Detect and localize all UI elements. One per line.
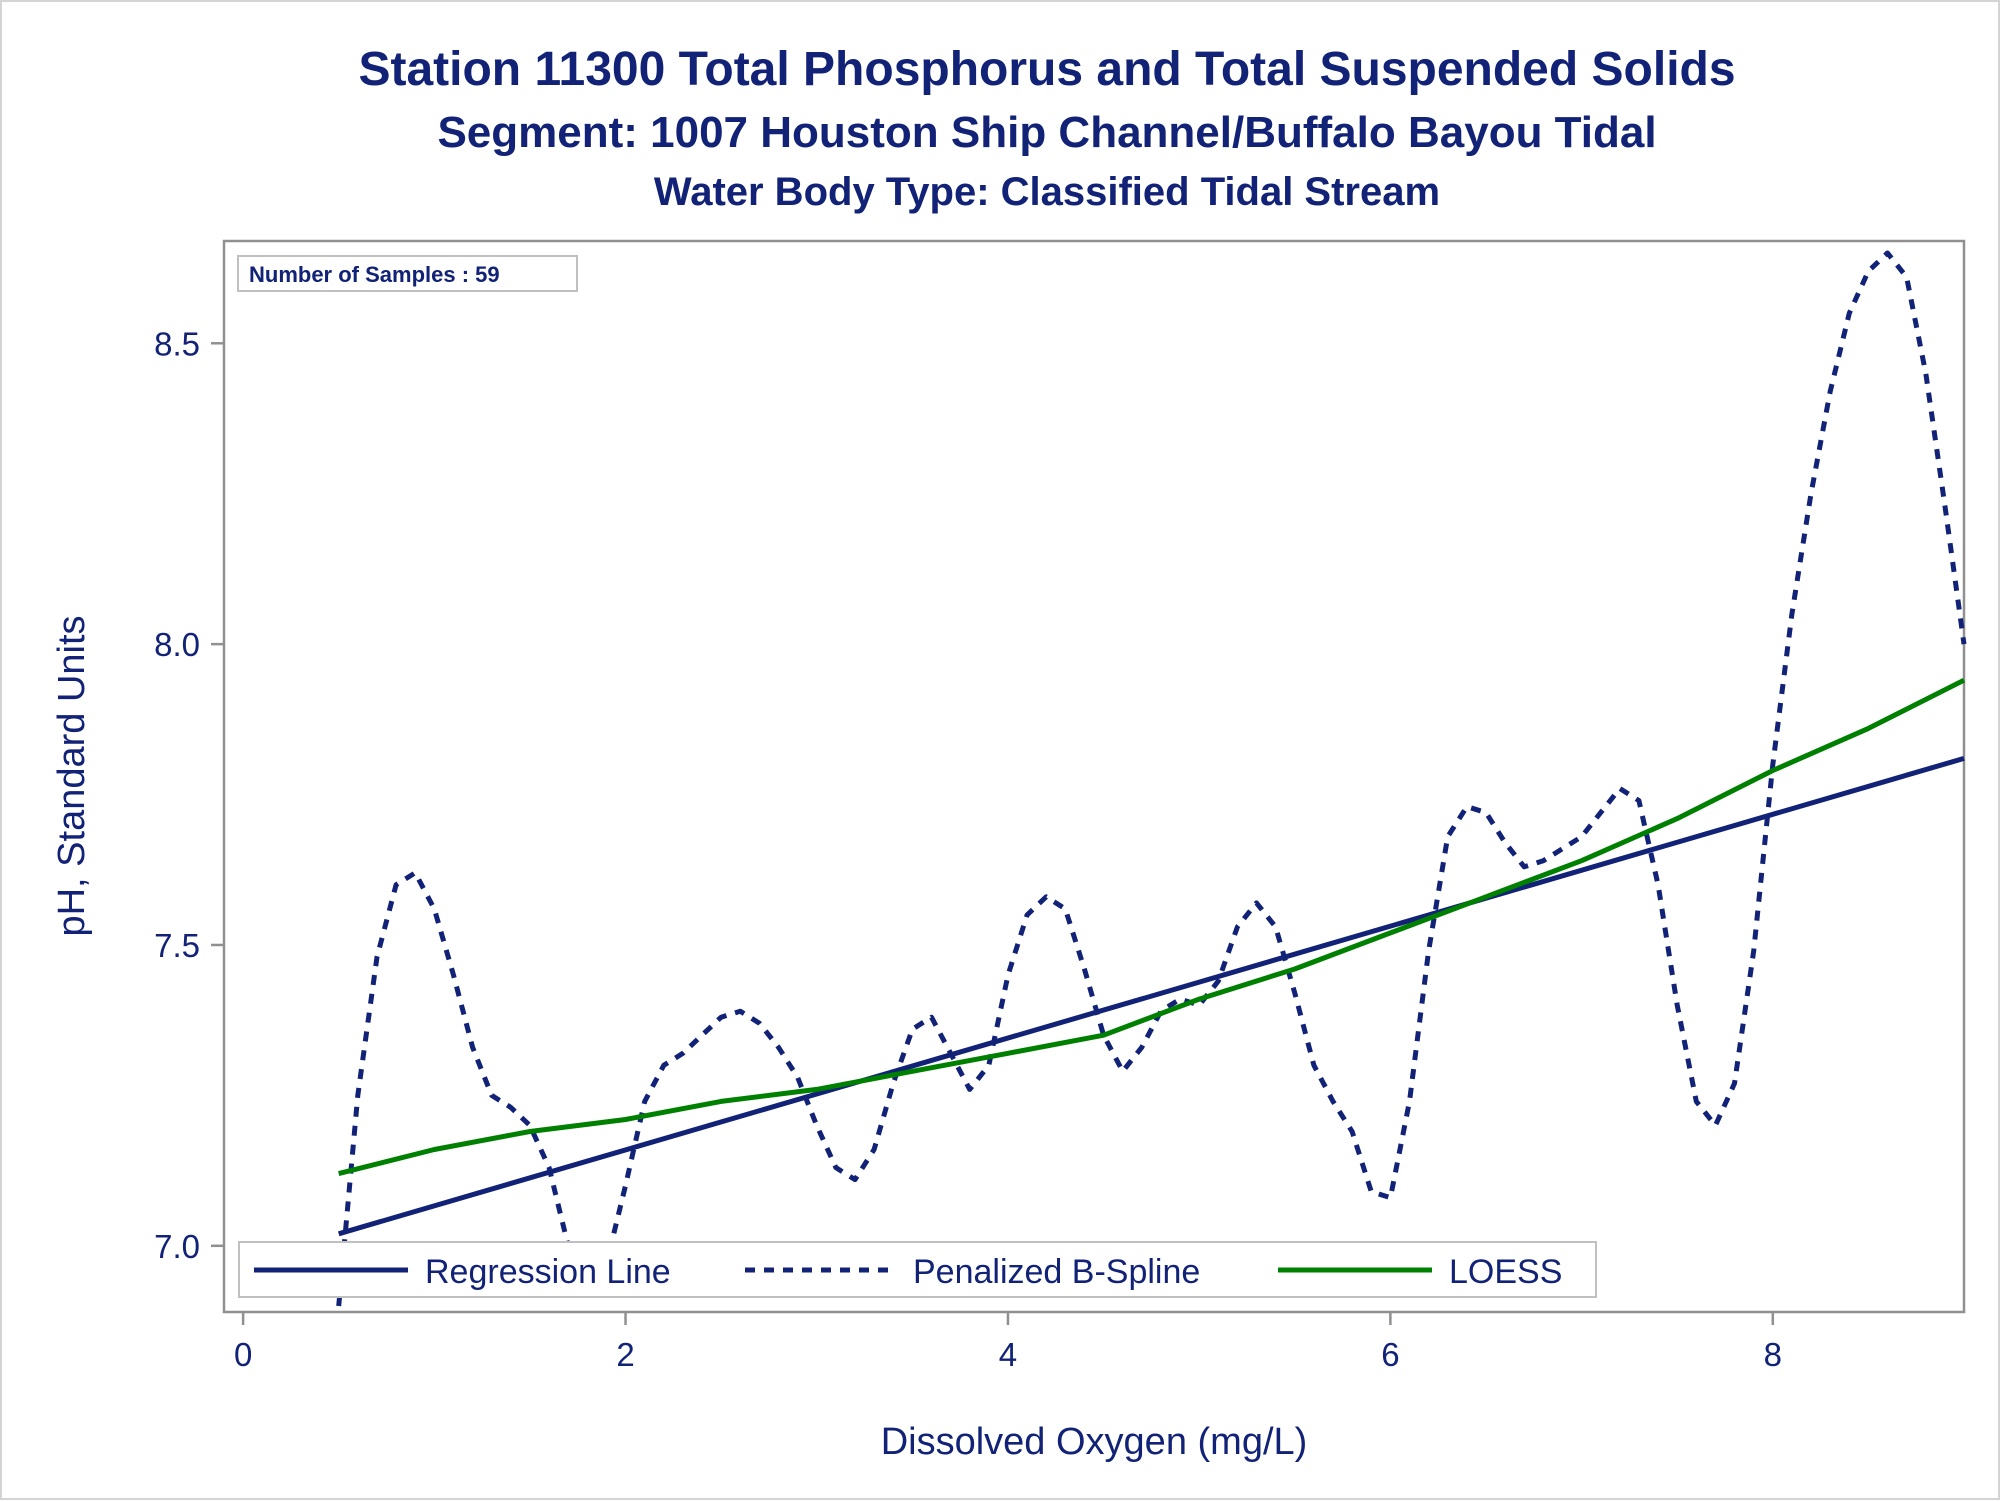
chart-subtitle: Segment: 1007 Houston Ship Channel/Buffa… [437,108,1657,157]
x-tick-label: 4 [999,1336,1017,1373]
legend-label-loess: LOESS [1449,1253,1562,1291]
sample-count-label: Number of Samples : 59 [249,262,500,287]
series-layer [336,250,1967,1307]
y-tick-label: 8.5 [154,325,200,362]
legend-label-spline: Penalized B-Spline [913,1253,1200,1291]
y-tick-label: 7.0 [154,1228,200,1265]
y-axis-label: pH, Standard Units [51,615,93,936]
x-axis-label: Dissolved Oxygen (mg/L) [881,1421,1308,1463]
chart-subtitle-2: Water Body Type: Classified Tidal Stream [653,170,1441,214]
legend-label-regression: Regression Line [425,1253,671,1291]
penalized-bspline-curve [336,250,1967,1307]
chart-title: Station 11300 Total Phosphorus and Total… [358,43,1736,96]
regression-line [337,756,1965,1237]
x-tick-label: 6 [1381,1336,1399,1373]
x-tick-label: 0 [234,1336,252,1373]
sample-count-inset: Number of Samples : 59 [237,255,578,292]
loess-curve [338,677,1966,1177]
legend: Regression Line Penalized B-Spline LOESS [238,1241,1597,1298]
x-tick-label: 2 [616,1336,634,1373]
x-tick-label: 8 [1764,1336,1782,1373]
y-axis: 7.0 7.5 8.0 8.5 [154,325,224,1265]
y-tick-label: 7.5 [154,927,200,964]
x-axis: 0 2 4 6 8 [234,1312,1782,1373]
y-tick-label: 8.0 [154,626,200,663]
plot-frame [222,239,1966,1314]
inset-box [237,255,578,292]
